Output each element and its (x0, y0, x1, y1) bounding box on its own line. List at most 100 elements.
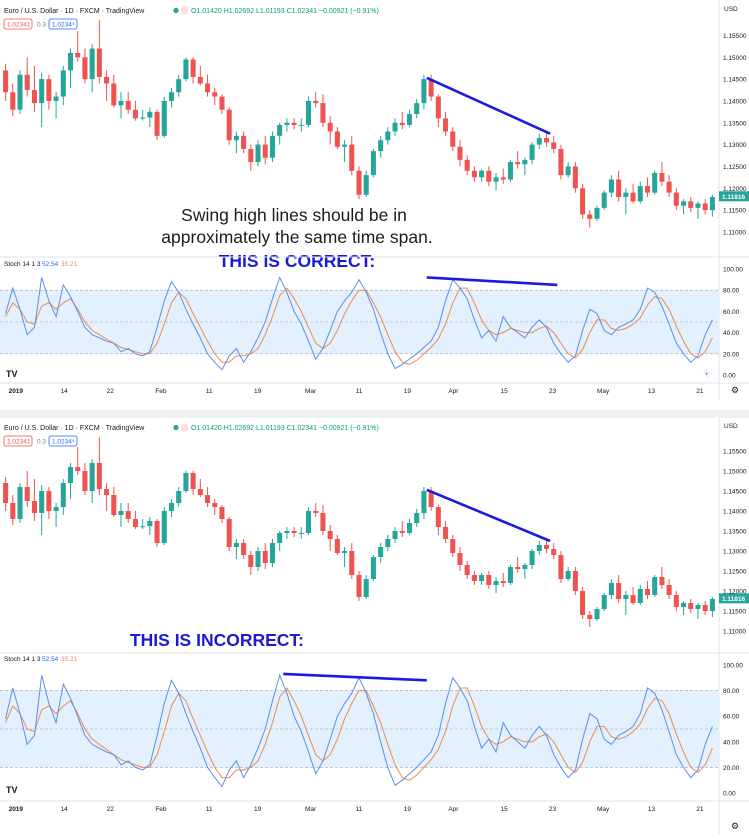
candle-body (125, 511, 131, 519)
last-price-badge (719, 593, 749, 604)
stoch-tick-label: 40.00 (723, 330, 740, 337)
time-tick-label: 19 (404, 806, 412, 813)
price-tick-label: 1.12500 (723, 569, 747, 576)
candle-body (327, 531, 333, 539)
candle-body (212, 503, 218, 507)
price-tick-label: 1.15000 (723, 55, 747, 62)
candle-body (132, 109, 138, 119)
candle-body (305, 511, 312, 533)
candle-body (111, 495, 117, 515)
candle-body (154, 111, 160, 136)
price-axis: 1.15500 1.15000 1.14500 1.14000 1.13500 1.130… (723, 33, 747, 236)
candle-body (277, 124, 283, 136)
candle-body (190, 59, 196, 77)
chevron-right-icon: › (706, 372, 708, 378)
candle-body (82, 57, 88, 80)
candle-body (601, 192, 607, 208)
buy-button[interactable] (48, 18, 78, 30)
candle-body (24, 74, 30, 91)
candle-body (637, 589, 643, 603)
candle-body (479, 170, 485, 178)
candle-body (515, 567, 521, 569)
candle-body (46, 79, 52, 101)
candle-body (183, 473, 189, 491)
time-tick-label: Mar (305, 388, 317, 395)
candle-body (125, 100, 131, 110)
candle-body (10, 92, 16, 110)
candle-body (486, 170, 492, 182)
time-tick-label: 23 (549, 806, 557, 813)
candle-body (673, 192, 679, 206)
last-price-value: 1.11816 (722, 596, 746, 603)
annotation-note: Swing high lines should be in (181, 205, 407, 225)
sell-button[interactable] (3, 435, 33, 447)
candle-body (248, 555, 254, 567)
candle-body (580, 188, 586, 215)
time-tick-label: 11 (356, 806, 363, 813)
candle-body (147, 111, 153, 118)
candle-body (233, 135, 239, 141)
candle-body (500, 581, 506, 583)
settings-gear-icon[interactable]: ⚙ (731, 821, 739, 831)
candle-body (298, 533, 304, 534)
price-tick-label: 1.11500 (723, 208, 746, 215)
candle-body (536, 138, 542, 145)
candlestick-series (3, 20, 715, 228)
candle-body (515, 162, 521, 165)
stoch-tick-label: 60.00 (723, 714, 740, 721)
candle-body (118, 100, 124, 106)
stoch-band (0, 290, 719, 354)
stoch-tick-label: 0.00 (723, 791, 736, 798)
candle-body (31, 501, 37, 513)
candle-body (313, 100, 319, 104)
settings-gear-icon[interactable]: ⚙ (731, 385, 739, 395)
candle-body (536, 545, 542, 551)
candle-body (205, 495, 211, 503)
candle-body (450, 539, 456, 553)
candle-body (543, 138, 550, 143)
time-tick-label: 14 (61, 388, 69, 395)
verdict-label: THIS IS CORRECT: (219, 251, 376, 271)
candle-body (104, 76, 110, 84)
candle-body (334, 539, 340, 553)
time-tick-label: 22 (107, 388, 115, 395)
stoch-axis: 100.00 80.00 60.00 40.00 20.00 0.00 (723, 267, 743, 380)
sell-button[interactable] (3, 18, 33, 30)
candle-body (435, 507, 441, 527)
candlestick-series (3, 437, 715, 627)
candle-body (226, 519, 232, 547)
candle-body (31, 90, 37, 104)
buy-button[interactable] (48, 435, 78, 447)
time-tick-label: 2019 (9, 806, 24, 813)
candle-body (709, 599, 715, 611)
candle-body (269, 135, 275, 158)
time-tick-label: Apr (448, 806, 459, 813)
candle-body (644, 589, 651, 595)
candle-body (702, 605, 708, 611)
candle-body (226, 109, 232, 141)
last-price-badge (719, 191, 749, 202)
candle-body (89, 48, 95, 80)
candle-body (630, 192, 636, 202)
candle-body (572, 166, 578, 189)
candle-body (24, 487, 30, 501)
stoch-d-line (5, 687, 713, 781)
bottom-chart-panel: Euro / U.S. Dollar · 1D · FXCM · Trading… (0, 417, 749, 834)
stoch-k-value: 52.54 (42, 261, 59, 268)
stoch-d-value: 35.21 (61, 261, 78, 268)
stoch-k-value: 52.54 (42, 656, 59, 663)
time-tick-label: 21 (696, 806, 704, 813)
scroll-to-latest-button[interactable] (703, 368, 713, 378)
candle-body (385, 539, 391, 547)
currency-label: USD (724, 423, 738, 430)
buy-price: 1.0234⁴ (52, 22, 75, 29)
candle-body (17, 74, 23, 110)
candle-body (154, 521, 160, 543)
candle-body (176, 79, 182, 93)
candle-body (616, 583, 622, 599)
candle-body (702, 203, 708, 211)
candle-body (96, 48, 102, 77)
price-tick-label: 1.13000 (723, 549, 747, 556)
stoch-d-line (5, 287, 713, 365)
candle-body (406, 523, 413, 533)
